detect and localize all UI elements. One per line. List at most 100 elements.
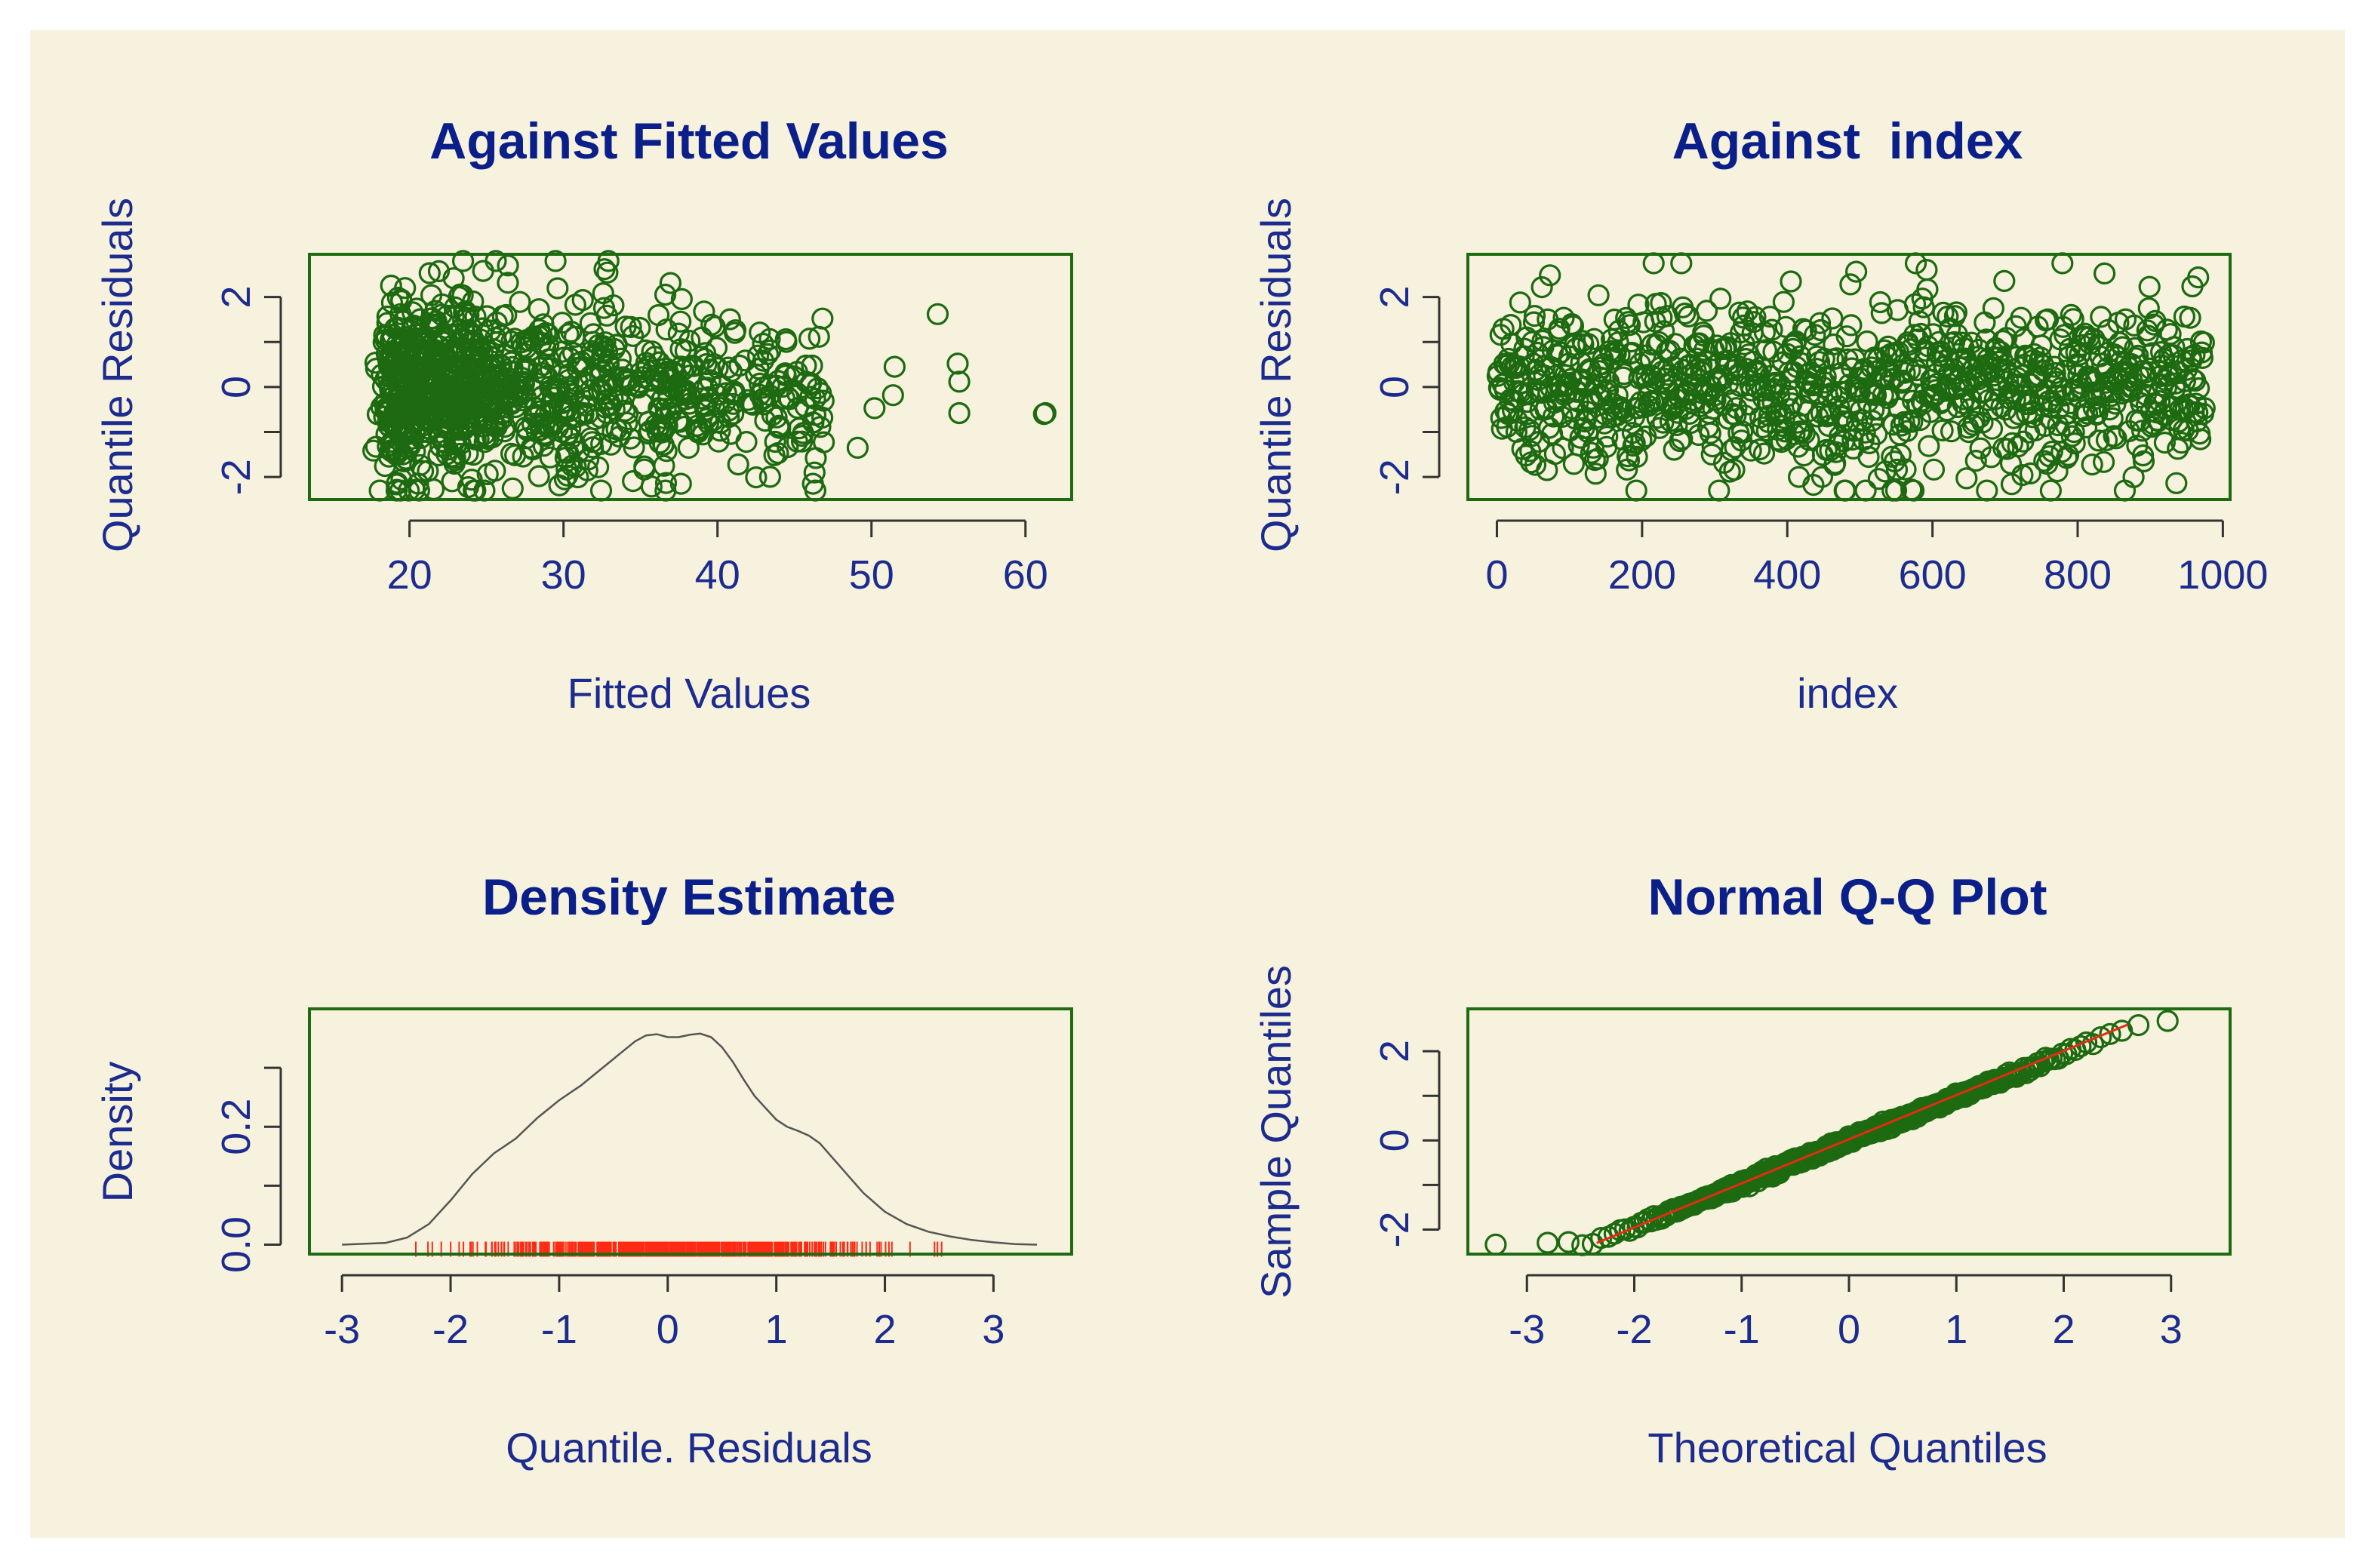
- x-axis-label: Quantile. Residuals: [506, 1424, 872, 1471]
- data-point: [1798, 429, 1820, 451]
- x-tick-label: 1000: [2177, 552, 2268, 598]
- data-point: [699, 358, 721, 381]
- data-point: [763, 444, 786, 466]
- y-axis-label: Quantile Residuals: [94, 198, 141, 552]
- axis-ticks: -3 -2 -1 0 1 2 3 0.0 0.2: [214, 1066, 1004, 1352]
- x-tick-label: -3: [1509, 1307, 1545, 1352]
- data-point: [774, 362, 797, 385]
- data-point: [504, 444, 527, 466]
- data-point: [1867, 468, 1890, 490]
- data-point: [1626, 445, 1648, 469]
- data-point: [786, 361, 808, 383]
- data-point: [1989, 340, 2012, 363]
- data-point: [2063, 432, 2086, 455]
- chart-title: Against Fitted Values: [429, 112, 949, 170]
- x-axis-label: index: [1797, 669, 1898, 717]
- data-point: [1758, 306, 1781, 328]
- data-point: [675, 356, 697, 379]
- data-point: [627, 377, 650, 399]
- y-tick-label: 0: [214, 376, 259, 398]
- data-point: [457, 303, 480, 326]
- x-tick-label: 1: [765, 1307, 788, 1352]
- data-point: [553, 468, 577, 490]
- data-point: [1523, 305, 1546, 327]
- data-point: [1723, 458, 1746, 481]
- data-point: [2103, 425, 2125, 447]
- data-point: [1866, 423, 1888, 445]
- data-point: [2054, 359, 2077, 382]
- data-point: [1733, 333, 1756, 355]
- data-point: [2007, 435, 2029, 458]
- data-point: [441, 470, 463, 493]
- data-point: [1945, 301, 1967, 324]
- x-tick-label: 60: [1003, 552, 1048, 598]
- x-tick-label: -2: [1616, 1307, 1652, 1352]
- y-tick-label: 0.0: [214, 1216, 259, 1273]
- data-point: [1531, 276, 1553, 299]
- data-point: [532, 354, 555, 377]
- y-tick-label: -2: [214, 459, 259, 495]
- y-tick-label: 0: [1372, 376, 1417, 398]
- data-point: [1582, 436, 1604, 459]
- data-point: [2188, 377, 2210, 400]
- data-point: [459, 414, 482, 436]
- data-point: [1961, 331, 1983, 354]
- data-point: [457, 475, 480, 499]
- data-point: [420, 313, 443, 336]
- data-point: [385, 387, 408, 410]
- data-point: [1603, 1222, 1626, 1245]
- data-point: [1870, 302, 1893, 324]
- data-point: [460, 330, 483, 352]
- data-point: [2192, 331, 2215, 354]
- data-point: [2189, 428, 2212, 450]
- data-point: [1929, 392, 1952, 415]
- data-point: [699, 369, 721, 392]
- data-point: [1810, 466, 1833, 488]
- data-point: [1674, 303, 1697, 325]
- data-point: [804, 447, 827, 469]
- data-point: [560, 427, 583, 450]
- data-point: [1607, 331, 1629, 354]
- data-point: [1881, 445, 1903, 468]
- x-tick-label: 0: [657, 1307, 679, 1352]
- data-point: [1992, 330, 2014, 352]
- data-point: [693, 300, 715, 323]
- y-tick-label: -2: [1372, 1211, 1417, 1247]
- data-point: [462, 290, 485, 313]
- data-point: [418, 262, 441, 284]
- data-point: [846, 436, 869, 460]
- x-tick-label: 0: [1838, 1307, 1860, 1352]
- data-point: [411, 460, 435, 482]
- data-point: [1894, 458, 1917, 481]
- data-point: [537, 414, 560, 436]
- data-point: [1861, 409, 1884, 432]
- data-point: [746, 344, 770, 367]
- data-point: [2043, 355, 2066, 378]
- x-tick-label: 2: [2052, 1307, 2075, 1352]
- x-tick-label: 800: [2044, 552, 2112, 598]
- data-point: [484, 460, 506, 482]
- axis-ticks: 20 30 40 50 60 -2 0 2: [214, 286, 1048, 598]
- data-point: [386, 316, 410, 339]
- data-point: [1603, 308, 1626, 331]
- data-point: [535, 364, 558, 387]
- data-point: [948, 370, 971, 393]
- data-point: [883, 355, 906, 378]
- data-point: [810, 382, 832, 404]
- data-point: [727, 453, 749, 476]
- data-point: [1808, 312, 1832, 334]
- data-point: [724, 383, 747, 406]
- x-tick-label: 20: [387, 552, 432, 598]
- data-point: [1533, 364, 1555, 387]
- data-point: [685, 419, 708, 441]
- data-point: [1500, 332, 1523, 355]
- data-point: [769, 417, 792, 439]
- data-point: [1840, 314, 1863, 337]
- data-point: [1981, 398, 2004, 421]
- data-point: [1709, 287, 1732, 310]
- data-point: [1509, 291, 1531, 314]
- data-point: [597, 250, 620, 272]
- panel-density-estimate: Density Estimate Quantile. Residuals Den…: [94, 869, 1073, 1471]
- x-axis-label: Fitted Values: [568, 669, 811, 717]
- data-point: [1611, 398, 1633, 421]
